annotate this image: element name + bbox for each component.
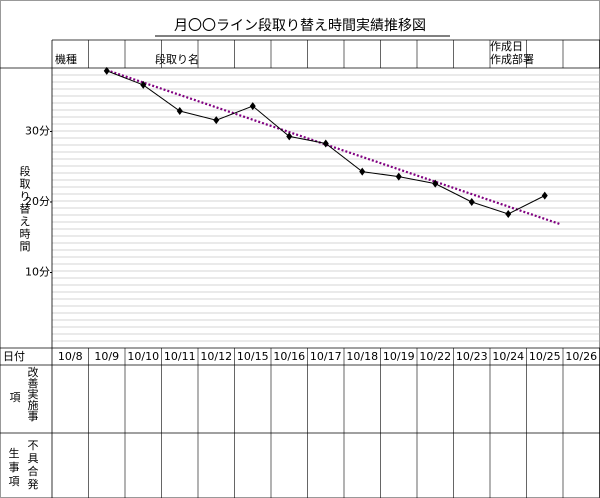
y-axis-label-char: 間: [20, 240, 31, 253]
x-tick-label: 10/8: [58, 350, 83, 363]
data-point: [432, 179, 439, 188]
x-tick-label: 10/18: [346, 350, 378, 363]
data-point: [468, 197, 475, 206]
improvement-label-end: 改善実施事項項: [10, 391, 21, 404]
data-point: [103, 66, 110, 75]
improvement-label: 改善実施事項改善実施事: [28, 365, 39, 423]
defect-label-char: 合: [28, 464, 39, 478]
y-axis-label-char: 替: [20, 202, 31, 216]
improvement-label-char: 事: [28, 410, 39, 423]
data-point: [322, 139, 329, 148]
chart-title: 月〇〇ライン段取り替え時間実績推移図: [174, 18, 426, 34]
y-axis-label: 段取り替え時間段取り替え時間: [20, 164, 31, 253]
y-axis-label-char: 時: [20, 228, 31, 241]
date-row-label: 日付: [3, 350, 25, 363]
defect-label-end-char: 項: [9, 475, 20, 488]
defect-label-end-char: 事: [9, 461, 20, 474]
data-point: [213, 116, 220, 125]
improvement-label-char: 施: [28, 399, 39, 412]
improvement-label-char: 改: [28, 365, 39, 379]
data-point: [249, 102, 256, 111]
x-tick-label: 10/19: [383, 350, 415, 363]
defect-label-char: 具: [28, 452, 39, 465]
x-tick-label: 10/23: [456, 350, 488, 363]
defect-label-end-char: 生: [9, 446, 20, 460]
y-tick-label: 10分: [25, 265, 50, 278]
x-tick-label: 10/16: [273, 350, 305, 363]
x-tick-label: 10/22: [419, 350, 451, 363]
y-tick-label: 30分: [25, 124, 50, 137]
x-tick-label: 10/24: [492, 350, 524, 363]
x-tick-label: 10/17: [310, 350, 342, 363]
setup-name-label: 段取り名: [155, 52, 199, 66]
department-label: 作成部署: [490, 52, 534, 66]
x-tick-label: 10/9: [94, 350, 119, 363]
y-axis-label-char: え: [20, 215, 31, 228]
defect-label-char: 発: [28, 477, 39, 491]
improvement-label-end-char: 項: [10, 391, 21, 404]
data-point: [395, 172, 402, 181]
data-point: [359, 167, 366, 176]
x-tick-label: 10/12: [200, 350, 232, 363]
data-point: [140, 80, 147, 89]
x-tick-label: 10/15: [237, 350, 269, 363]
y-tick-label: 20分: [25, 195, 50, 208]
improvement-label-char: 善: [28, 376, 39, 390]
y-axis-label-char: 取: [20, 178, 31, 191]
x-tick-label: 10/10: [127, 350, 159, 363]
data-point: [176, 107, 183, 116]
defect-label: 不具合発生事項不具合発: [28, 439, 39, 491]
created-date-label: 作成日: [490, 40, 523, 53]
y-axis-label-char: り: [20, 190, 31, 203]
data-point: [505, 209, 512, 218]
data-point: [286, 132, 293, 141]
data-point: [541, 191, 548, 200]
defect-label-char: 不: [28, 439, 39, 452]
improvement-label-char: 実: [28, 387, 39, 401]
x-tick-label: 10/11: [164, 350, 196, 363]
defect-label-end: 不具合発生事項生事項: [9, 446, 20, 488]
x-tick-label: 10/25: [529, 350, 561, 363]
y-axis-label-char: 段: [20, 164, 31, 178]
x-tick-label: 10/26: [565, 350, 597, 363]
model-label: 機種: [55, 52, 77, 66]
